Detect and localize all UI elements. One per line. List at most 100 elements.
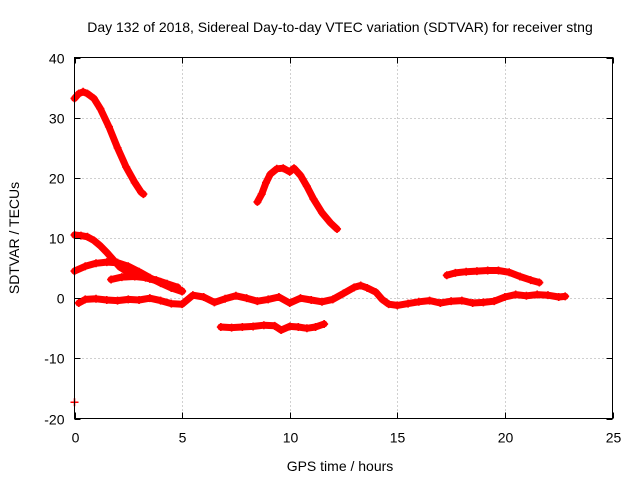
- data-point: [384, 300, 393, 309]
- data-point: [173, 283, 182, 292]
- data-point: [74, 89, 83, 98]
- data-point: [543, 291, 552, 300]
- data-point: [92, 294, 101, 303]
- data-point: [156, 296, 165, 305]
- data-point: [124, 295, 133, 304]
- data-point: [494, 266, 503, 275]
- data-point: [356, 281, 365, 290]
- data-point: [102, 248, 111, 257]
- series-arc-1: [70, 87, 148, 199]
- data-point: [83, 232, 92, 241]
- data-point: [561, 292, 570, 301]
- data-point: [505, 268, 514, 277]
- data-point: [311, 323, 320, 332]
- x-tick-label: 25: [606, 430, 622, 446]
- data-point: [285, 298, 294, 307]
- data-point: [414, 297, 423, 306]
- series-arc-7: [216, 320, 329, 335]
- data-point: [152, 276, 161, 285]
- data-point: [317, 208, 326, 217]
- data-point: [76, 231, 85, 240]
- data-point: [253, 297, 262, 306]
- data-point: [238, 323, 247, 332]
- data-point: [472, 267, 481, 276]
- data-point: [163, 279, 172, 288]
- series-line: [217, 320, 328, 334]
- data-point: [535, 278, 544, 287]
- data-point: [436, 298, 445, 307]
- data-point: [249, 322, 258, 331]
- data-point: [270, 321, 279, 330]
- data-point: [145, 294, 154, 303]
- data-point: [79, 87, 88, 96]
- data-point: [257, 190, 266, 199]
- x-tick-labels: 0 5 10 15 20 25: [72, 430, 622, 446]
- axis-ticks: [74, 57, 614, 420]
- data-point: [447, 297, 456, 306]
- data-point: [113, 258, 122, 267]
- series-arc-2: [253, 164, 342, 233]
- data-point: [104, 122, 113, 131]
- y-tick-label: 10: [49, 231, 65, 247]
- data-point: [96, 241, 105, 250]
- data-series: [70, 87, 570, 407]
- x-tick-label: 5: [179, 430, 187, 446]
- data-point: [102, 295, 111, 304]
- series-line: [443, 267, 543, 286]
- data-point: [135, 295, 144, 304]
- x-tick-label: 0: [72, 430, 80, 446]
- data-point: [285, 167, 294, 176]
- data-point: [294, 323, 303, 332]
- series-arc-8: [442, 266, 544, 287]
- data-point: [74, 298, 83, 307]
- data-point: [479, 298, 488, 307]
- data-point: [425, 296, 434, 305]
- x-tick-label: 20: [498, 430, 514, 446]
- y-tick-labels: -20 -10 0 10 20 30 40: [44, 51, 64, 428]
- data-point: [326, 218, 335, 227]
- data-point: [442, 271, 451, 280]
- data-point: [188, 291, 197, 300]
- y-tick-label: 40: [49, 51, 65, 67]
- data-point: [242, 294, 251, 303]
- data-point: [113, 143, 122, 152]
- data-point: [167, 299, 176, 308]
- data-point: [117, 273, 126, 282]
- data-point: [122, 163, 131, 172]
- data-point: [490, 297, 499, 306]
- y-tick-label: -10: [44, 351, 64, 367]
- data-point: [302, 324, 311, 333]
- y-axis-label: SDTVAR / TECUs: [6, 182, 22, 294]
- data-point: [285, 322, 294, 331]
- data-point: [483, 266, 492, 275]
- data-point: [89, 94, 98, 103]
- data-point: [393, 301, 402, 310]
- chart-title: Day 132 of 2018, Sidereal Day-to-day VTE…: [87, 19, 593, 35]
- data-point: [130, 178, 139, 187]
- data-point: [290, 164, 299, 173]
- data-point: [511, 290, 520, 299]
- data-point: [231, 291, 240, 300]
- data-point: [307, 295, 316, 304]
- series-line: [253, 164, 341, 233]
- series-arc-5: [107, 272, 182, 292]
- data-point: [468, 298, 477, 307]
- data-point: [328, 295, 337, 304]
- x-tick-label: 15: [390, 430, 406, 446]
- data-point: [227, 323, 236, 332]
- data-point: [264, 295, 273, 304]
- data-point: [262, 178, 271, 187]
- data-point: [404, 299, 413, 308]
- data-point: [515, 272, 524, 281]
- series-arc-6: [74, 281, 570, 310]
- grid-lines: [74, 57, 613, 419]
- data-point: [320, 320, 329, 329]
- data-point: [296, 294, 305, 303]
- data-point: [457, 296, 466, 305]
- x-tick-label: 10: [283, 430, 299, 446]
- data-point: [350, 283, 359, 292]
- data-point: [363, 283, 372, 292]
- y-tick-label: 20: [49, 171, 65, 187]
- data-point: [102, 258, 111, 267]
